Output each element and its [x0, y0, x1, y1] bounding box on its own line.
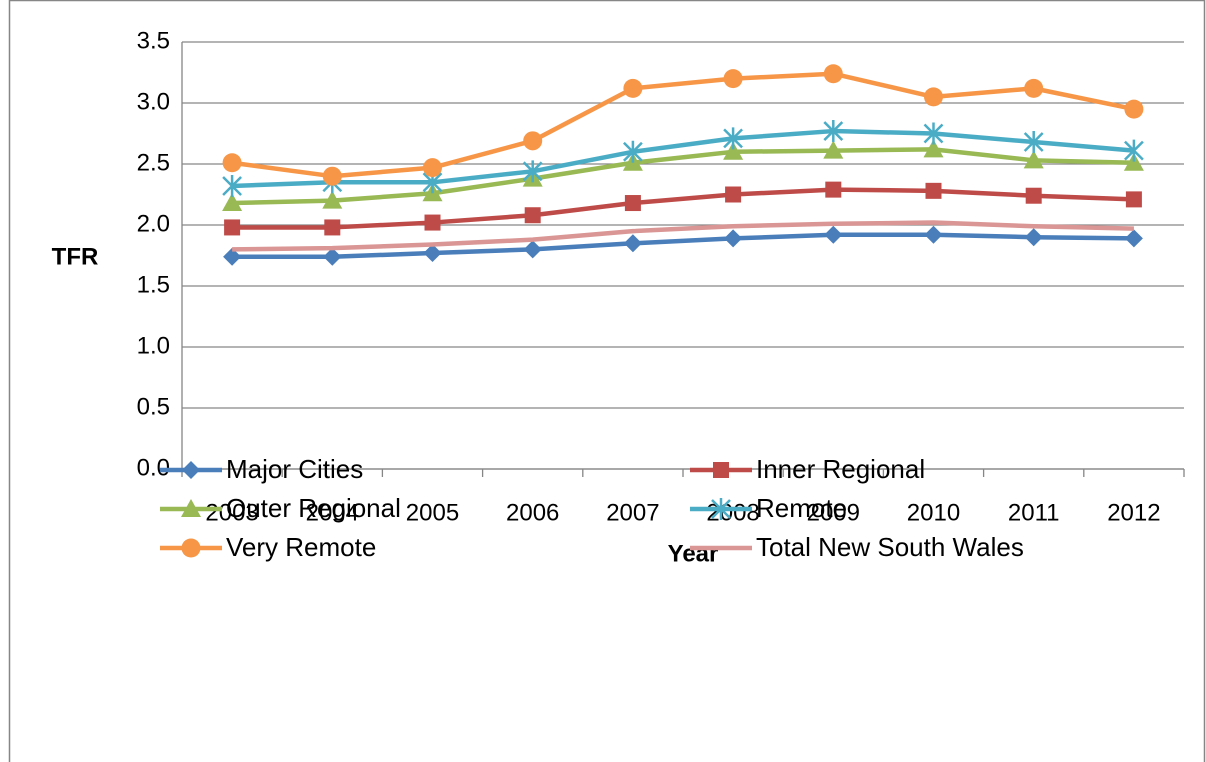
marker — [424, 214, 441, 231]
series-line — [232, 220, 1134, 252]
marker — [1124, 99, 1144, 119]
marker — [1023, 150, 1044, 169]
x-tick-label: 2010 — [907, 499, 960, 526]
marker — [723, 127, 743, 150]
x-tick-label: 2005 — [406, 499, 459, 526]
marker — [624, 195, 641, 212]
x-tick-label: 2003 — [205, 499, 258, 526]
legend-item: Outer Regional — [160, 493, 401, 523]
series-line — [232, 232, 1134, 259]
legend-item: Major Cities — [160, 454, 363, 484]
series-line — [232, 128, 1135, 189]
marker — [1024, 78, 1044, 98]
marker — [623, 140, 643, 163]
marker — [725, 186, 742, 203]
series-line — [231, 71, 1135, 179]
y-tick-label: 3.0 — [137, 88, 170, 115]
marker — [423, 158, 442, 178]
marker — [524, 207, 541, 224]
marker — [923, 139, 944, 158]
legend-item: Total New South Wales — [690, 532, 1024, 562]
marker — [1123, 152, 1144, 171]
series-line — [232, 147, 1134, 206]
marker — [1025, 187, 1042, 204]
legend-label: Inner Regional — [756, 454, 925, 484]
marker — [823, 64, 843, 84]
legend-label: Very Remote — [226, 532, 376, 562]
y-tick-label: 1.5 — [137, 271, 170, 298]
legend-item: Inner Regional — [690, 454, 925, 484]
x-tick-label: 2011 — [1008, 499, 1060, 526]
marker — [322, 166, 342, 186]
marker — [423, 244, 442, 263]
marker — [823, 140, 844, 159]
y-tick-label: 2.5 — [137, 149, 170, 176]
y-tick-label: 0.5 — [137, 393, 170, 420]
marker — [523, 131, 543, 151]
chart-frame — [8, 0, 1206, 762]
x-tick-label: 2004 — [306, 499, 359, 526]
legend-label: Remote — [756, 493, 847, 523]
marker — [923, 122, 944, 145]
x-tick-label: 2009 — [807, 499, 860, 526]
marker — [323, 247, 342, 266]
legend-label: Major Cities — [226, 454, 363, 484]
x-tick-label: 2007 — [606, 499, 659, 526]
marker — [713, 462, 729, 478]
marker — [1124, 139, 1144, 162]
marker — [1023, 131, 1044, 154]
marker — [522, 160, 543, 183]
legend-item: Remote — [690, 493, 847, 523]
y-tick-label: 3.5 — [137, 27, 170, 54]
marker — [181, 499, 201, 517]
x-tick-label: 2006 — [506, 499, 559, 526]
marker — [723, 141, 744, 160]
x-axis-title: Year — [668, 540, 719, 567]
marker — [222, 153, 242, 173]
marker — [181, 538, 201, 558]
marker — [222, 193, 243, 212]
marker — [1124, 229, 1143, 248]
marker — [222, 174, 242, 197]
marker — [322, 190, 343, 209]
y-tick-label: 2.0 — [137, 210, 170, 237]
x-tick-label: 2012 — [1107, 499, 1160, 526]
marker — [823, 120, 844, 143]
series-line — [232, 187, 1134, 230]
marker — [924, 225, 943, 244]
marker — [825, 181, 842, 198]
y-axis-title: TFR — [52, 243, 99, 270]
marker — [324, 219, 341, 236]
marker — [711, 498, 731, 520]
marker — [182, 461, 200, 479]
legend-label: Outer Regional — [226, 493, 401, 523]
legend-label: Total New South Wales — [756, 532, 1024, 562]
marker — [523, 240, 542, 259]
marker — [925, 182, 942, 199]
marker — [623, 78, 643, 98]
legend-item: Very Remote — [160, 532, 376, 562]
marker — [724, 229, 743, 248]
marker — [223, 247, 242, 266]
marker — [924, 87, 943, 107]
marker — [623, 234, 642, 253]
marker — [723, 69, 743, 89]
marker — [824, 225, 843, 244]
marker — [1024, 228, 1043, 247]
marker — [224, 219, 241, 236]
marker — [1125, 191, 1142, 208]
y-tick-label: 1.0 — [137, 332, 170, 359]
